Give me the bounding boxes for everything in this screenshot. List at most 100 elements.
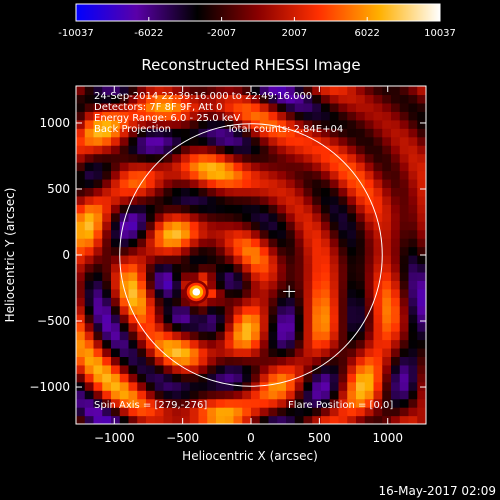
heatmap-cell bbox=[128, 94, 138, 104]
heatmap-cell bbox=[277, 373, 287, 383]
heatmap-cell bbox=[224, 145, 235, 155]
heatmap-cell bbox=[128, 364, 138, 374]
heatmap-cell bbox=[137, 221, 147, 231]
heatmap-cell bbox=[102, 94, 112, 104]
heatmap-cell bbox=[251, 170, 261, 180]
heatmap-cell bbox=[321, 238, 331, 248]
heatmap-cell bbox=[338, 178, 348, 188]
heatmap-cell bbox=[259, 280, 270, 290]
heatmap-cell bbox=[207, 373, 217, 383]
heatmap-cell bbox=[146, 314, 156, 324]
heatmap-cell bbox=[294, 322, 305, 332]
heatmap-cell bbox=[417, 238, 426, 248]
heatmap-cell bbox=[286, 288, 296, 298]
heatmap-cell bbox=[172, 229, 182, 239]
heatmap-cell bbox=[111, 390, 121, 400]
heatmap-cell bbox=[189, 246, 200, 256]
heatmap-cell bbox=[242, 170, 252, 180]
heatmap-cell bbox=[172, 331, 182, 341]
heatmap-cell bbox=[277, 204, 287, 214]
heatmap-cell bbox=[224, 119, 235, 129]
heatmap-cell bbox=[128, 280, 138, 290]
heatmap-cell bbox=[347, 339, 357, 349]
heatmap-cell bbox=[233, 339, 243, 349]
heatmap-cell bbox=[382, 86, 392, 96]
heatmap-cell bbox=[111, 119, 121, 129]
heatmap-cell bbox=[102, 415, 112, 424]
heatmap-cell bbox=[76, 94, 86, 104]
heatmap-cell bbox=[277, 263, 287, 273]
heatmap-cell bbox=[111, 86, 121, 96]
heatmap-cell bbox=[338, 322, 348, 332]
heatmap-cell bbox=[347, 280, 357, 290]
heatmap-cell bbox=[242, 212, 252, 222]
heatmap-cell bbox=[76, 111, 86, 121]
heatmap-cell bbox=[364, 364, 375, 374]
heatmap-cell bbox=[216, 170, 226, 180]
heatmap-cell bbox=[233, 364, 243, 374]
heatmap-cell bbox=[356, 407, 366, 417]
heatmap-cell bbox=[172, 170, 182, 180]
heatmap-cell bbox=[303, 102, 313, 112]
heatmap-cell bbox=[207, 297, 217, 307]
heatmap-cell bbox=[224, 288, 235, 298]
heatmap-cell bbox=[216, 145, 226, 155]
heatmap-cell bbox=[224, 128, 235, 138]
heatmap-cell bbox=[277, 178, 287, 188]
heatmap-cell bbox=[338, 212, 348, 222]
heatmap-cell bbox=[137, 280, 147, 290]
heatmap-cell bbox=[286, 136, 296, 146]
heatmap-cell bbox=[251, 331, 261, 341]
annotation-spin-axis: Spin Axis = [279,-276] bbox=[94, 400, 207, 411]
heatmap-cell bbox=[163, 271, 173, 281]
heatmap-cell bbox=[163, 390, 173, 400]
heatmap-cell bbox=[216, 322, 226, 332]
heatmap-cell bbox=[84, 280, 95, 290]
colorbar-tick-label: -6022 bbox=[134, 28, 163, 39]
heatmap-cell bbox=[259, 128, 270, 138]
heatmap-cell bbox=[391, 398, 401, 408]
heatmap-cell bbox=[286, 238, 296, 248]
heatmap-cell bbox=[259, 390, 270, 400]
heatmap-cell bbox=[417, 111, 426, 121]
heatmap-cell bbox=[277, 390, 287, 400]
heatmap-cell bbox=[391, 356, 401, 366]
heatmap-cell bbox=[181, 305, 191, 315]
heatmap-cell bbox=[399, 373, 410, 383]
heatmap-cell bbox=[84, 339, 95, 349]
heatmap-cell bbox=[146, 153, 156, 163]
heatmap-cell bbox=[189, 331, 200, 341]
heatmap-cell bbox=[128, 381, 138, 391]
heatmap-cell bbox=[128, 246, 138, 256]
heatmap-cell bbox=[137, 128, 147, 138]
heatmap-cell bbox=[172, 86, 182, 96]
heatmap-cell bbox=[321, 364, 331, 374]
heatmap-cell bbox=[277, 86, 287, 96]
heatmap-cell bbox=[329, 136, 340, 146]
heatmap-cell bbox=[312, 415, 322, 424]
heatmap-cell bbox=[242, 86, 252, 96]
heatmap-cell bbox=[216, 314, 226, 324]
heatmap-cell bbox=[137, 94, 147, 104]
heatmap-cell bbox=[172, 297, 182, 307]
heatmap-cell bbox=[277, 195, 287, 205]
heatmap-cell bbox=[338, 288, 348, 298]
heatmap-cell bbox=[154, 364, 165, 374]
heatmap-cell bbox=[417, 119, 426, 129]
solar-limb-circle bbox=[119, 123, 383, 387]
heatmap-cell bbox=[137, 136, 147, 146]
heatmap-cell bbox=[207, 94, 217, 104]
heatmap-cell bbox=[259, 178, 270, 188]
heatmap-cell bbox=[76, 204, 86, 214]
heatmap-cell bbox=[382, 373, 392, 383]
heatmap-cell bbox=[399, 204, 410, 214]
heatmap-cell bbox=[76, 288, 86, 298]
heatmap-cell bbox=[391, 246, 401, 256]
heatmap-cell bbox=[347, 187, 357, 197]
heatmap-cell bbox=[277, 415, 287, 424]
spin-axis-marker bbox=[283, 285, 296, 298]
heatmap-cell bbox=[417, 153, 426, 163]
heatmap-cell bbox=[286, 128, 296, 138]
heatmap-cell bbox=[111, 128, 121, 138]
